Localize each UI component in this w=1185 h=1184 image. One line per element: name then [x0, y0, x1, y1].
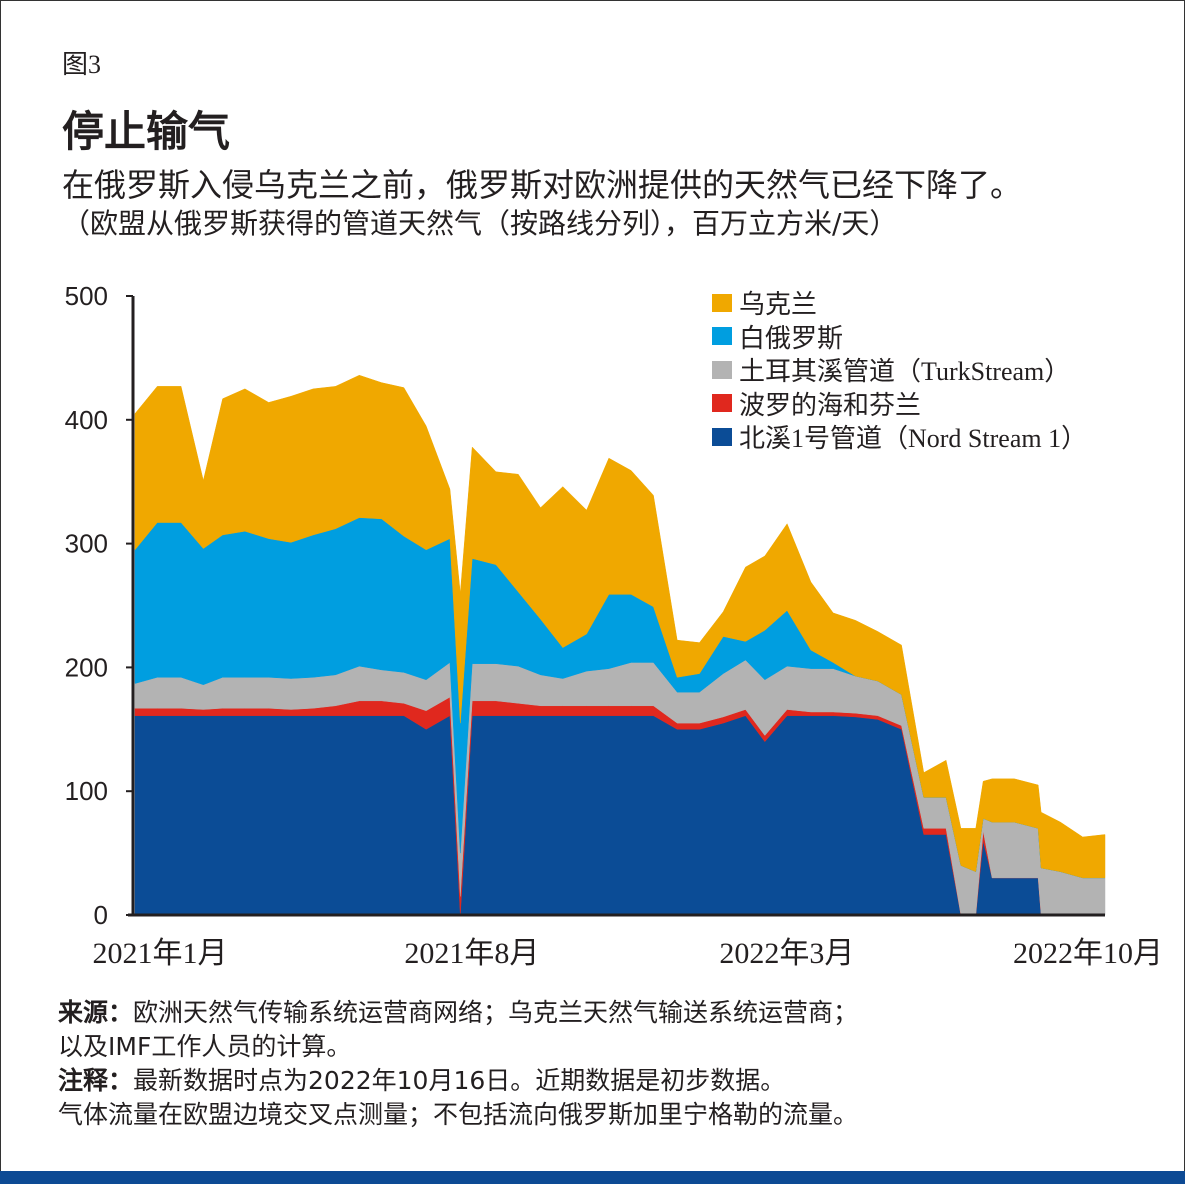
y-tick-label: 100 [65, 776, 108, 806]
figure-number: 图3 [62, 50, 102, 79]
legend-label: 波罗的海和芬兰 [739, 390, 922, 420]
chart-title: 停止输气 [62, 107, 231, 156]
legend: 乌克兰 白俄罗斯 土耳其溪管道（TurkStream） 波罗的海和芬兰 北溪1号… [712, 286, 1087, 454]
y-tick-label: 300 [65, 529, 108, 559]
y-tick-label: 400 [65, 405, 108, 435]
x-tick-label: 2022年3月 [719, 937, 854, 970]
legend-swatch [712, 327, 732, 346]
source-notes: 来源：欧洲天然气传输系统运营商网络；乌克兰天然气输送系统运营商； 以及IMF工作… [58, 996, 858, 1132]
legend-label: 白俄罗斯 [739, 323, 844, 353]
note-text-2: 气体流量在欧盟边境交叉点测量；不包括流向俄罗斯加里宁格勒的流量。 [58, 1100, 859, 1129]
y-tick-label: 0 [94, 900, 108, 930]
note-text: 最新数据时点为2022年10月16日。近期数据是初步数据。 [133, 1066, 786, 1095]
source-text: 欧洲天然气传输系统运营商网络；乌克兰天然气输送系统运营商； [133, 998, 859, 1027]
legend-item-baltic-finland: 波罗的海和芬兰 [712, 387, 1087, 421]
y-tick-label: 200 [65, 652, 108, 682]
legend-swatch [712, 427, 732, 446]
area-series-4 [134, 374, 1106, 879]
legend-item-turkstream: 土耳其溪管道（TurkStream） [712, 353, 1087, 387]
x-tick-label: 2021年8月 [404, 937, 539, 970]
legend-label: 北溪1号管道（Nord Stream 1） [739, 424, 1088, 454]
legend-label: 乌克兰 [739, 290, 818, 320]
legend-item-belarus: 白俄罗斯 [712, 320, 1087, 354]
x-tick-label: 2021年1月 [93, 937, 228, 970]
y-tick-label: 500 [65, 281, 108, 311]
chart-subtitle: 在俄罗斯入侵乌克兰之前，俄罗斯对欧洲提供的天然气已经下降了。 [62, 166, 1023, 204]
x-tick-label: 2022年10月 [1013, 937, 1163, 970]
bottom-bar [0, 1171, 1185, 1184]
unit-note: （欧盟从俄罗斯获得的管道天然气（按路线分列），百万立方米/天） [62, 207, 898, 240]
legend-item-nord-stream: 北溪1号管道（Nord Stream 1） [712, 420, 1087, 454]
legend-swatch [712, 360, 732, 379]
legend-swatch [712, 293, 732, 312]
note-label: 注释： [58, 1066, 134, 1095]
source-text-2: 以及IMF工作人员的计算。 [58, 1032, 352, 1061]
source-label: 来源： [58, 998, 134, 1027]
legend-label: 土耳其溪管道（TurkStream） [739, 357, 1071, 387]
legend-item-ukraine: 乌克兰 [712, 286, 1087, 320]
legend-swatch [712, 394, 732, 413]
